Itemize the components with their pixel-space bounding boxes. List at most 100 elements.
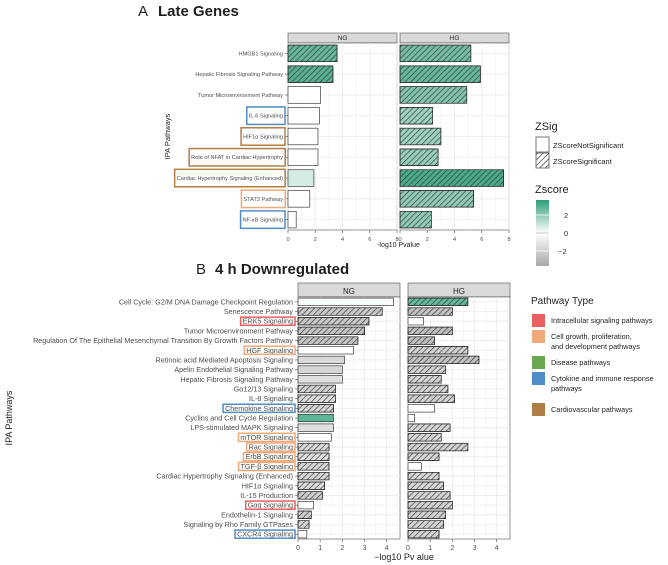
panel-b-chart: NG 0 1 2 3 4 HG 0 1 2 3 4 Cell Cycle: G2/M DNA Damag…	[4, 282, 511, 562]
category-label: Tumor Microenvironment Pathway	[198, 93, 283, 99]
bar-hatch-hg	[407, 433, 442, 442]
bar-hatch-hg	[407, 510, 446, 519]
zscore-tick-label-0: 0	[564, 229, 568, 238]
x-tick-label: 6	[368, 237, 371, 243]
zsig-legend: ZSig ZScoreNotSignificant ZScoreSignific…	[535, 121, 624, 169]
bar-hatch-hg	[399, 190, 474, 208]
category-label: LPS-stimulated MAPK Signaling	[190, 423, 293, 432]
zsig-legend-title: ZSig	[535, 121, 558, 133]
bar-hatch-ng	[297, 462, 330, 471]
category-highlight-box	[239, 316, 296, 327]
bar-ng	[287, 86, 322, 104]
bar-hatch-hg	[399, 44, 472, 63]
category-highlight-box	[234, 529, 296, 539]
x-tick-label: 2	[450, 545, 454, 552]
category-label: Hepatic Fibrosis Signaling Pathway	[195, 72, 283, 78]
x-axis-title: −log10 Pv alue	[374, 552, 434, 562]
bar-hatch-hg	[399, 65, 481, 83]
x-tick-label: 1	[428, 545, 432, 552]
category-label: Cardiac Hypertrophy Signaling (Enhanced)	[156, 472, 293, 481]
category-highlight-box	[246, 106, 286, 126]
bar-hatch-ng	[297, 510, 312, 519]
bar-ng	[297, 297, 394, 306]
panel-b-title: 4 h Downregulated	[215, 261, 349, 278]
category-label: Senescence Pathway	[224, 307, 294, 316]
bar-hatch-hg	[407, 472, 440, 481]
y-axis-title: IPA Pathways	[163, 113, 172, 159]
bar-hatch-hg	[407, 355, 480, 364]
pathway-type-swatch	[532, 314, 545, 327]
bar-ng	[297, 355, 345, 364]
bar-hatch-ng	[297, 326, 365, 335]
bar-hatch-hg	[407, 326, 453, 335]
bar-hatch-hg	[399, 211, 432, 229]
y-axis-title: IPA Pathways	[4, 390, 14, 445]
category-label: Hepatic Fibrosis Signaling Pathway	[180, 375, 293, 384]
bar-hatch-hg	[399, 148, 439, 166]
bar-hatch-hg	[407, 530, 440, 539]
zsig-key-significant	[535, 152, 550, 169]
category-highlight-box	[245, 442, 296, 452]
category-label: IL-8 Signaling	[249, 394, 293, 403]
category-label: Signaling by Rho Family GTPases	[184, 520, 294, 529]
bar-hatch-hg	[399, 86, 468, 104]
bar-ng	[287, 169, 315, 187]
category-label: STAT3 Pathway	[243, 197, 283, 203]
bar-hatch-hg	[407, 442, 469, 452]
category-highlight-box	[243, 345, 296, 356]
category-label: IL-6 Signaling	[249, 114, 283, 120]
x-tick-label: 6	[480, 237, 483, 243]
bar-ng	[287, 211, 297, 229]
panel-b-header: B 4 h Downregulated	[196, 261, 349, 278]
facet-label-NG: NG	[338, 35, 348, 42]
category-highlight-box	[240, 189, 286, 209]
bar-hatch-hg	[399, 169, 504, 187]
bar-hatch-ng	[297, 336, 359, 345]
category-label: HGF Signaling	[246, 346, 293, 355]
zsig-label-significant: ZScoreSignificant	[553, 157, 613, 166]
category-highlight-box	[222, 403, 296, 414]
bar-hatch-hg	[407, 481, 444, 490]
category-label: CXCR4 Signaling	[237, 530, 293, 539]
bar-hatch-hg	[407, 375, 442, 384]
bar-ng	[297, 433, 332, 442]
panel-b-letter: B	[196, 261, 206, 278]
pathway-type-label: Cardiovascular pathways	[551, 405, 633, 414]
bar-hatch-ng	[297, 317, 370, 326]
x-tick-label: 2	[426, 237, 429, 243]
pathway-type-swatch	[532, 330, 545, 343]
bar-hatch-ng	[297, 491, 323, 500]
bar-hatch-ng	[287, 65, 334, 83]
bar-ng	[297, 423, 334, 432]
bar-hatch-ng	[287, 44, 338, 63]
bar-hatch-hg	[399, 107, 434, 125]
x-tick-label: 0	[406, 545, 410, 552]
bar-hg	[407, 404, 435, 413]
category-label: Role of NFAT in Cardiac Hypertrophy	[191, 155, 283, 161]
pathway-type-swatch	[532, 356, 545, 369]
x-tick-label: 4	[453, 237, 456, 243]
bar-hatch-hg	[407, 452, 440, 461]
facet-label-NG: NG	[343, 287, 355, 296]
zsig-key-not-significant	[535, 136, 550, 153]
pathway-type-swatch	[532, 403, 545, 416]
category-label: mTOR Signaling	[240, 433, 293, 442]
category-highlight-box	[188, 147, 286, 167]
zscore-colorbar: Zscore 2 0 −2	[535, 184, 569, 266]
x-tick-label: 0	[398, 237, 401, 243]
category-label: NF-κB Signaling	[243, 218, 283, 224]
bar-hg	[407, 317, 424, 326]
x-tick-label: 8	[507, 237, 510, 243]
category-label: ERK5 Signaling	[243, 317, 293, 326]
panel-a-letter: A	[138, 3, 148, 20]
category-label: HIF1α Signaling	[242, 481, 293, 490]
bar-hatch-hg	[407, 346, 469, 355]
pathway-type-label: Disease pathways	[551, 358, 611, 367]
category-label: Tumor Microenvironment Pathway	[184, 326, 294, 335]
bar-ng	[297, 413, 334, 423]
category-label: Regulation Of The Epithelial Mesenchymal…	[33, 336, 293, 345]
panel-a-header: A Late Genes	[138, 3, 239, 20]
bar-hatch-hg	[407, 520, 444, 529]
pathway-type-label: Cell growth, proliferation, and developme…	[551, 332, 640, 351]
